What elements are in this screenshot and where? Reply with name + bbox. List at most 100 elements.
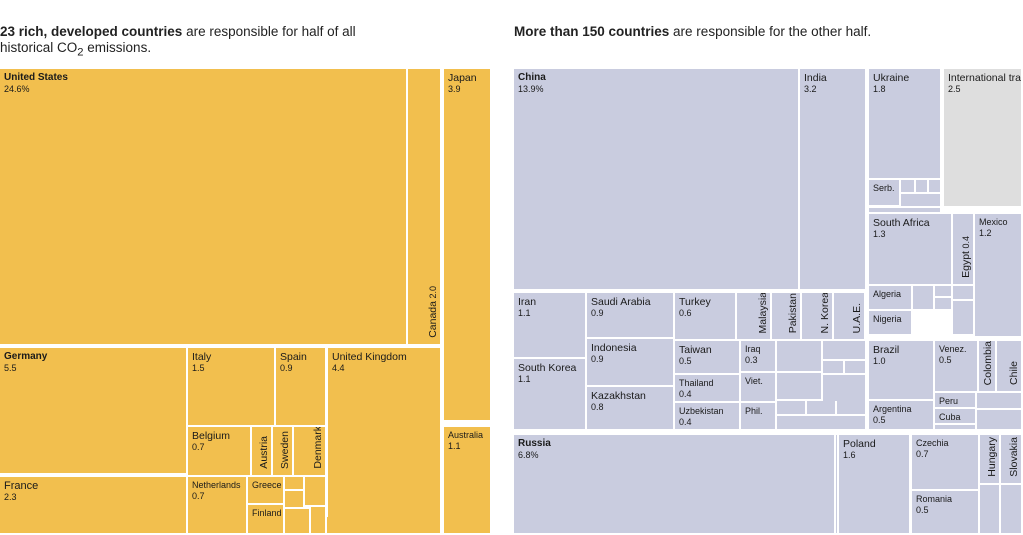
rest-name-pakistan: Pakistan: [787, 293, 799, 333]
developed-name-sweden: Sweden: [279, 431, 291, 469]
rest-label-czechia: Czechia 0.7: [916, 438, 949, 460]
rest-name-romania: Romania: [916, 494, 953, 504]
rest-label-ukraine: Ukraine 1.8: [873, 72, 909, 95]
rest-label-chile: Chile: [1008, 361, 1020, 385]
rest-cell-kazakhstan: Kazakhstan 0.8: [587, 387, 675, 431]
rest-value-international-transport: 2.5: [948, 84, 961, 94]
developed-cell-france: France 2.3: [0, 477, 188, 535]
rest-name-hungary: Hungary: [986, 437, 998, 477]
rest-name-brazil: Brazil: [873, 344, 900, 356]
rest-cell-indonesia: Indonesia 0.9: [587, 339, 675, 387]
rest-value-kazakhstan: 0.8: [591, 402, 604, 412]
developed-label-france: France 2.3: [4, 480, 38, 503]
developed-other-country-cell: [327, 517, 442, 535]
rest-cell-czechia: Czechia 0.7: [912, 435, 980, 491]
rest-label-poland: Poland 1.6: [843, 438, 876, 461]
rest-name-poland: Poland: [843, 438, 876, 450]
rest-name-international-transport: International transport: [948, 72, 1021, 84]
rest-name-slovakia: Slovakia: [1008, 437, 1020, 477]
developed-name-netherlands: Netherlands: [192, 480, 241, 490]
developed-name-spain: Spain: [280, 351, 307, 363]
rest-name-thailand: Thailand: [679, 378, 714, 388]
developed-label-canada: Canada 2.0: [427, 286, 439, 338]
developed-name-denmark: Denmark: [312, 427, 324, 469]
rest-cell-saudi-arabia: Saudi Arabia 0.9: [587, 293, 675, 339]
rest-name-saudi-arabia: Saudi Arabia: [591, 296, 651, 308]
developed-label-greece: Greece: [252, 480, 282, 491]
developed-value-netherlands: 0.7: [192, 491, 205, 501]
developed-value-france: 2.3: [4, 492, 17, 502]
rest-cell-uzbekistan: Uzbekistan 0.4: [675, 403, 741, 431]
rest-cell-iran: Iran 1.1: [514, 293, 587, 359]
rest-label-brazil: Brazil 1.0: [873, 344, 899, 367]
rest-label-kazakhstan: Kazakhstan 0.8: [591, 390, 646, 413]
rest-name-viet: Viet.: [745, 376, 763, 386]
developed-label-japan: Japan 3.9: [448, 72, 477, 95]
developed-label-sweden: Sweden: [279, 431, 291, 469]
rest-value-czechia: 0.7: [916, 449, 929, 459]
rest-value-iraq: 0.3: [745, 355, 758, 365]
rest-label-slovakia: Slovakia: [1008, 437, 1020, 477]
developed-label-denmark: Denmark: [312, 427, 324, 469]
developed-name-belgium: Belgium: [192, 430, 230, 442]
headline-rest-bold: More than 150 countries: [514, 24, 670, 39]
developed-name-greece: Greece: [252, 480, 282, 490]
rest-name-chile: Chile: [1008, 361, 1020, 385]
rest-value-iran: 1.1: [518, 308, 531, 318]
rest-cell-south-africa: South Africa 1.3: [869, 214, 953, 286]
developed-other-country-cell: [285, 491, 305, 509]
rest-cell-serb: Serb.: [869, 180, 901, 207]
headline-developed-text-a: are responsible for half of all historic…: [0, 24, 356, 55]
rest-label-peru: Peru: [939, 396, 958, 407]
rest-cell-thailand: Thailand 0.4: [675, 375, 741, 403]
rest-name-serb: Serb.: [873, 183, 895, 193]
rest-name-nigeria: Nigeria: [873, 314, 902, 324]
rest-cell-algeria: Algeria: [869, 286, 913, 311]
rest-name-n-korea: N. Korea: [819, 293, 831, 333]
rest-value-brazil: 1.0: [873, 356, 886, 366]
rest-cell-south-korea: South Korea 1.1: [514, 359, 587, 431]
developed-value-spain: 0.9: [280, 363, 293, 373]
developed-label-belgium: Belgium 0.7: [192, 430, 230, 453]
rest-name-algeria: Algeria: [873, 289, 902, 299]
rest-cell-poland: Poland 1.6: [839, 435, 911, 535]
headline-developed-bold: 23 rich, developed countries: [0, 24, 183, 39]
rest-label-romania: Romania 0.5: [916, 494, 952, 516]
rest-name-south-korea: South Korea: [518, 362, 577, 374]
developed-name-australia: Australia: [448, 430, 484, 440]
headline-developed-subscript: 2: [77, 46, 84, 59]
rest-value-china: 13.9%: [518, 84, 544, 94]
rest-name-south-africa: South Africa: [873, 217, 930, 229]
developed-cell-united-kingdom: United Kingdom 4.4: [328, 348, 442, 535]
rest-value-ukraine: 1.8: [873, 84, 886, 94]
rest-label-serb: Serb.: [873, 183, 895, 194]
rest-label-saudi-arabia: Saudi Arabia 0.9: [591, 296, 651, 319]
rest-value-poland: 1.6: [843, 450, 856, 460]
rest-other-country-cell: [807, 401, 837, 416]
rest-other-country-cell: [913, 286, 935, 311]
treemap-rest-of-world: China 13.9% India 3.2 Ukraine 1.8 Serb. Interna…: [514, 69, 1023, 535]
developed-label-united-states: United States 24.6%: [4, 72, 68, 95]
rest-cell-malaysia: Malaysia: [737, 293, 772, 341]
rest-cell-slovakia: Slovakia: [1001, 435, 1023, 485]
rest-label-south-africa: South Africa 1.3: [873, 217, 930, 240]
developed-name-france: France: [4, 480, 39, 492]
rest-label-pakistan: Pakistan: [787, 293, 799, 333]
rest-name-ukraine: Ukraine: [873, 72, 910, 84]
headline-rest-of-world: More than 150 countries are responsible …: [514, 24, 914, 40]
rest-name-iran: Iran: [518, 296, 537, 308]
rest-value-taiwan: 0.5: [679, 356, 692, 366]
rest-cell-nigeria: Nigeria: [869, 311, 913, 336]
rest-cell-iraq: Iraq 0.3: [741, 341, 777, 373]
developed-cell-united-states: United States 24.6%: [0, 69, 408, 346]
rest-other-country-cell: [953, 301, 975, 336]
rest-label-international-transport: International transport2.5: [948, 72, 1021, 95]
rest-cell-mexico: Mexico 1.2: [975, 214, 1023, 338]
developed-cell-greece: Greece: [248, 477, 285, 505]
rest-name-czechia: Czechia: [916, 438, 949, 448]
rest-name-cuba: Cuba: [939, 412, 961, 422]
rest-label-viet: Viet.: [745, 376, 763, 387]
developed-cell-italy: Italy 1.5: [188, 348, 276, 427]
rest-other-country-cell: [929, 180, 942, 194]
rest-cell-taiwan: Taiwan 0.5: [675, 341, 741, 375]
